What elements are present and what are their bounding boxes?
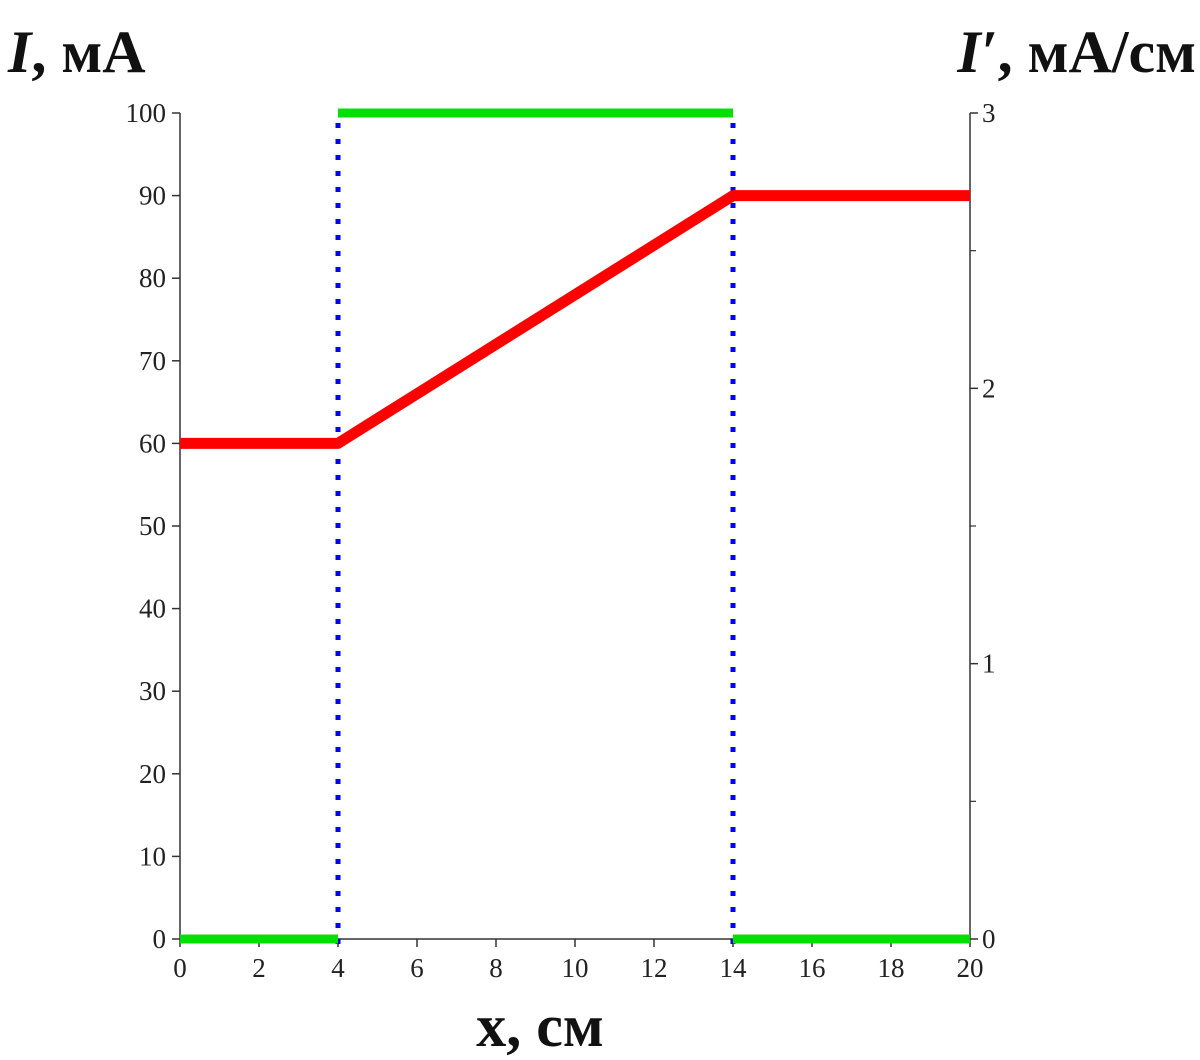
y-tick-label: 10: [139, 841, 166, 871]
y2-tick-label: 1: [982, 649, 996, 679]
x-tick-label: 6: [410, 953, 424, 983]
x-tick-label: 8: [489, 953, 503, 983]
x-axis-title: x, см: [476, 993, 604, 1059]
x-tick-label: 14: [720, 953, 748, 983]
x-tick-label: 0: [173, 953, 187, 983]
series-line-current: [180, 190, 970, 449]
y-tick-label: 50: [139, 511, 166, 541]
x-tick-label: 10: [562, 953, 589, 983]
y-axis-title: I, мА: [7, 19, 146, 85]
y2-tick-label: 3: [982, 98, 996, 128]
y-tick-label: 0: [153, 924, 167, 954]
y2-tick-label: 2: [982, 373, 996, 403]
series: [180, 108, 970, 944]
y-tick-label: 30: [139, 676, 166, 706]
y-tick-label: 100: [126, 98, 167, 128]
x-tick-label: 16: [799, 953, 826, 983]
y-tick-label: 70: [139, 346, 166, 376]
y-tick-label: 80: [139, 263, 166, 293]
y-tick-label: 20: [139, 759, 166, 789]
y-tick-label: 60: [139, 428, 166, 458]
y-tick-label: 90: [139, 181, 166, 211]
y-tick-label: 40: [139, 594, 166, 624]
y2-axis-title: I′, мА/см: [956, 19, 1196, 85]
x-tick-label: 12: [641, 953, 668, 983]
y2-tick-label: 0: [982, 924, 996, 954]
x-tick-label: 18: [878, 953, 905, 983]
x-tick-label: 20: [957, 953, 984, 983]
x-tick-label: 2: [252, 953, 266, 983]
x-tick-label: 4: [331, 953, 345, 983]
vertical-markers: [335, 123, 736, 945]
